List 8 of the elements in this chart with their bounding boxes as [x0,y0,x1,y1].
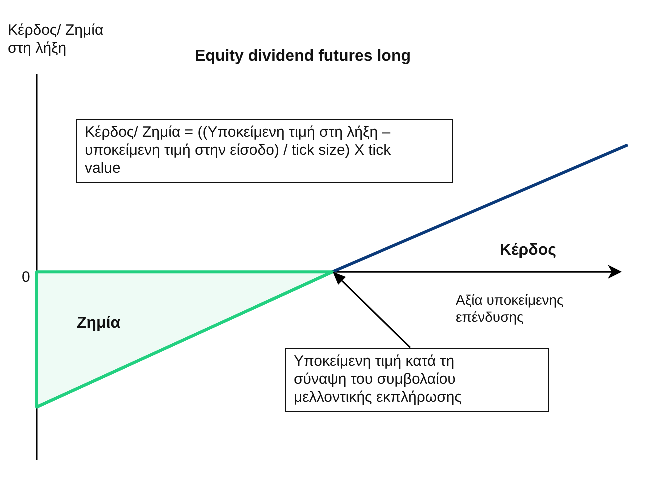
text: 0 [22,269,30,288]
annotation: Κέρδος [500,241,556,260]
text-box: Κέρδος/ Ζημία = ((Υποκείμενη τιμή στη λήξη – υποκείμενη τιμή στην είσοδο) / tick size) X tick value [76,119,453,183]
chart-title: Equity dividend futures long [195,47,411,66]
annotation: Ζημία [77,314,121,334]
x-axis-title: Αξία υποκείμενης επένδυσης [456,292,565,326]
text: Κέρδος/ Ζημία στη λήξη [8,22,105,58]
text-box: Υποκείμενη τιμή κατά τη σύναψη του συμβολαίου μελλοντικής εκπλήρωσης [285,348,549,412]
